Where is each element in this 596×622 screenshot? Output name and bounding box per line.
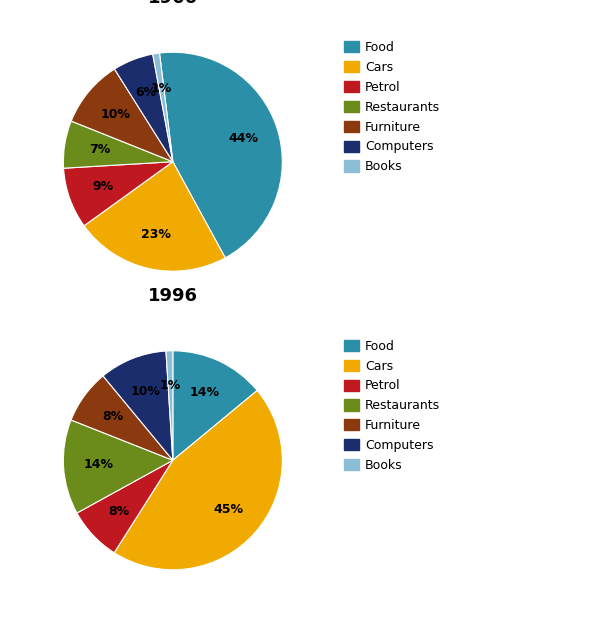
Text: 44%: 44% — [229, 132, 259, 146]
Text: 6%: 6% — [135, 86, 156, 99]
Legend: Food, Cars, Petrol, Restaurants, Furniture, Computers, Books: Food, Cars, Petrol, Restaurants, Furnitu… — [340, 37, 444, 177]
Text: 9%: 9% — [92, 180, 113, 193]
Wedge shape — [114, 391, 283, 570]
Text: 23%: 23% — [141, 228, 171, 241]
Text: 14%: 14% — [190, 386, 219, 399]
Text: 14%: 14% — [83, 458, 114, 471]
Text: 8%: 8% — [108, 504, 129, 518]
Legend: Food, Cars, Petrol, Restaurants, Furniture, Computers, Books: Food, Cars, Petrol, Restaurants, Furnitu… — [340, 336, 444, 476]
Wedge shape — [64, 162, 173, 226]
Wedge shape — [114, 54, 173, 162]
Wedge shape — [63, 420, 173, 513]
Wedge shape — [84, 162, 225, 271]
Text: 1%: 1% — [160, 379, 181, 392]
Wedge shape — [173, 351, 257, 460]
Wedge shape — [77, 460, 173, 553]
Text: 8%: 8% — [102, 410, 123, 423]
Text: 7%: 7% — [89, 143, 110, 156]
Wedge shape — [153, 53, 173, 162]
Title: 1966: 1966 — [148, 0, 198, 7]
Text: 10%: 10% — [131, 384, 160, 397]
Text: 45%: 45% — [214, 503, 244, 516]
Wedge shape — [71, 69, 173, 162]
Text: 1%: 1% — [151, 81, 172, 95]
Wedge shape — [160, 52, 283, 258]
Text: 10%: 10% — [101, 108, 131, 121]
Wedge shape — [166, 351, 173, 460]
Wedge shape — [63, 121, 173, 168]
Wedge shape — [71, 376, 173, 460]
Wedge shape — [103, 351, 173, 460]
Title: 1996: 1996 — [148, 287, 198, 305]
